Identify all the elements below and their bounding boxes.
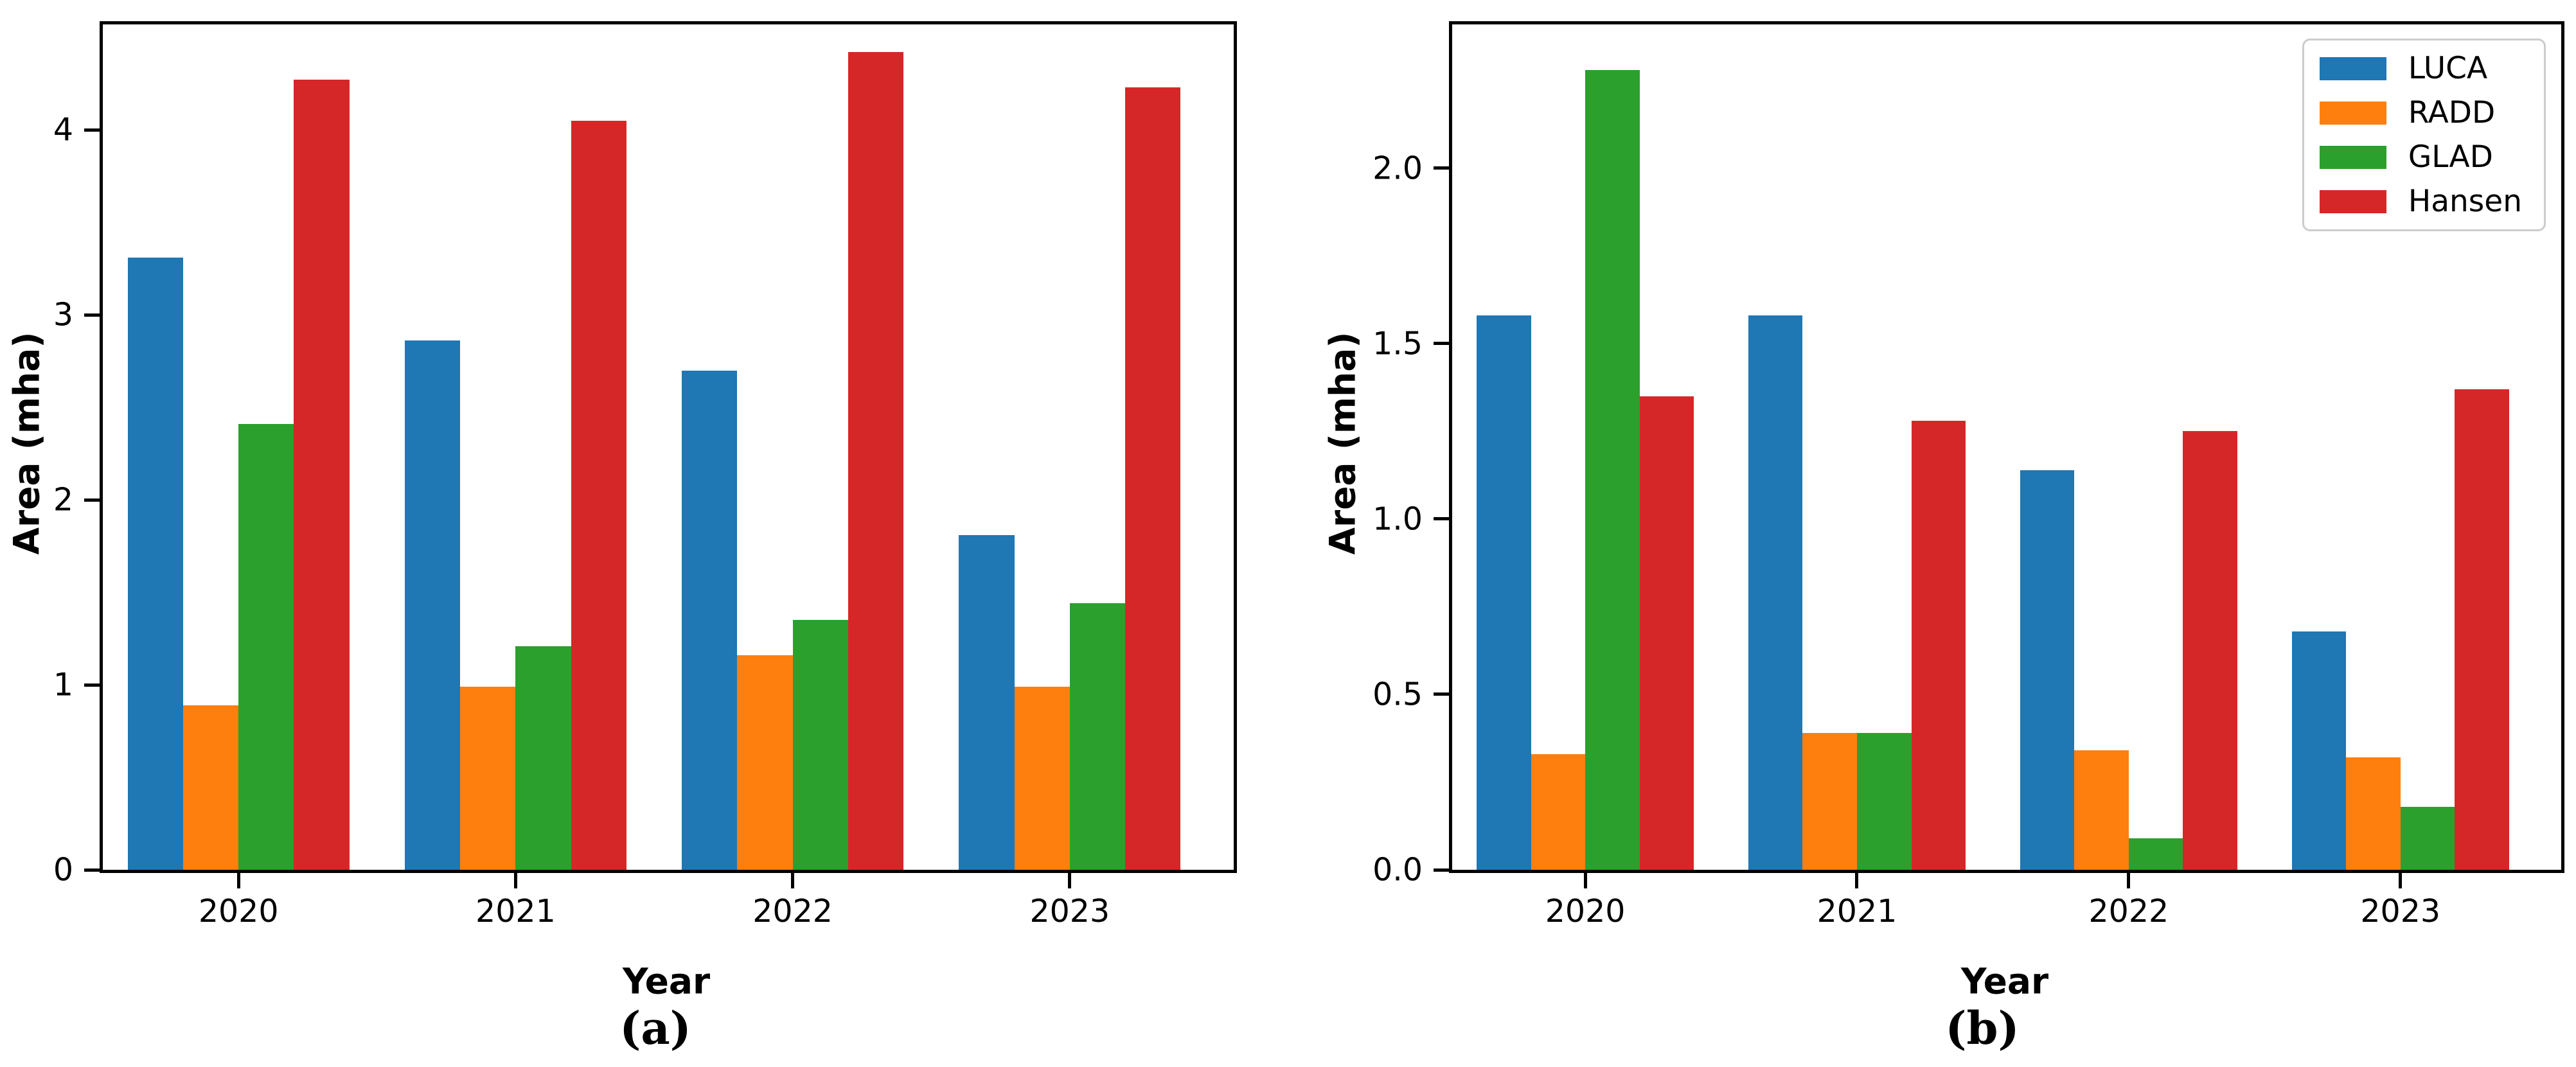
bar-glad-2020 <box>238 424 294 870</box>
y-tick-label: 3 <box>53 296 73 333</box>
bar-glad-2020 <box>1585 70 1640 870</box>
bar-luca-2020 <box>127 257 183 870</box>
x-tick-mark <box>1583 873 1587 888</box>
y-tick-mark <box>1434 868 1449 872</box>
bar-glad-2021 <box>515 646 571 870</box>
bar-radd-2023 <box>2346 757 2401 870</box>
plot-area-b: 0.0 0.5 1.0 1.5 2.0 2020 2021 2022 2023 LUCA RADD G… <box>1372 21 2564 927</box>
legend: LUCA RADD GLAD Hansen <box>2302 39 2546 231</box>
caption-a: (a) <box>619 1001 691 1055</box>
legend-label-luca: LUCA <box>2408 51 2488 86</box>
bar-luca-2022 <box>2020 470 2075 870</box>
y-tick-label: 1.5 <box>1372 325 1423 362</box>
y-tick-mark <box>1434 517 1449 521</box>
plot-area-a: 0 1 2 3 4 2020 2021 2022 2023 <box>53 21 1237 927</box>
y-tick-label: 4 <box>53 111 73 148</box>
y-tick-mark <box>1434 342 1449 346</box>
bar-radd-2021 <box>1802 733 1857 870</box>
y-tick-mark <box>84 498 100 502</box>
bar-radd-2023 <box>1014 686 1070 870</box>
bar-luca-2021 <box>404 340 461 870</box>
bar-hansen-2023 <box>1125 87 1181 870</box>
y-tick-mark <box>84 683 100 687</box>
x-tick-label: 2021 <box>475 893 556 930</box>
y-tick-mark <box>84 868 100 872</box>
y-tick-label: 0 <box>53 851 73 888</box>
y-tick-mark <box>1434 692 1449 696</box>
x-tick-mark <box>1068 873 1072 888</box>
legend-row-luca: LUCA <box>2319 51 2522 86</box>
y-axis-label-b: Area (mha) <box>1322 331 1364 555</box>
x-tick-mark <box>236 873 240 888</box>
bar-radd-2022 <box>737 655 793 870</box>
y-tick-label: 2 <box>53 481 73 518</box>
x-tick-label: 2020 <box>1545 893 1626 930</box>
caption-b: (b) <box>1945 1001 2020 1055</box>
x-tick-mark <box>2127 873 2131 888</box>
y-tick-label: 0.0 <box>1372 851 1423 888</box>
legend-row-glad: GLAD <box>2319 139 2522 175</box>
bar-hansen-2023 <box>2455 389 2509 870</box>
legend-swatch-glad <box>2319 145 2386 169</box>
x-axis-label-a: Year <box>622 960 711 1002</box>
bar-radd-2022 <box>2074 750 2129 870</box>
bar-glad-2023 <box>1069 603 1126 870</box>
x-tick-label: 2023 <box>2360 893 2441 930</box>
x-tick-mark <box>791 873 795 888</box>
y-axis-label-a: Area (mha) <box>6 331 48 555</box>
bar-hansen-2021 <box>1911 421 1966 870</box>
y-tick-label: 2.0 <box>1372 150 1423 187</box>
legend-swatch-radd <box>2319 101 2386 125</box>
bar-hansen-2020 <box>294 80 350 870</box>
y-tick-mark <box>1434 166 1449 170</box>
bar-luca-2022 <box>682 370 738 870</box>
legend-row-hansen: Hansen <box>2319 184 2522 219</box>
legend-swatch-luca <box>2319 57 2386 80</box>
y-tick-label: 0.5 <box>1372 676 1423 713</box>
x-tick-label: 2022 <box>752 893 833 930</box>
x-axis-label-b: Year <box>1960 960 2049 1002</box>
legend-label-glad: GLAD <box>2408 139 2493 175</box>
x-tick-label: 2022 <box>2088 893 2169 930</box>
x-tick-label: 2021 <box>1817 893 1897 930</box>
y-tick-mark <box>84 128 100 132</box>
legend-row-radd: RADD <box>2319 95 2522 130</box>
bar-hansen-2021 <box>571 120 626 870</box>
legend-label-radd: RADD <box>2408 95 2496 130</box>
y-tick-label: 1.0 <box>1372 500 1423 538</box>
y-tick-mark <box>84 313 100 317</box>
bar-glad-2022 <box>2128 838 2183 870</box>
bar-hansen-2020 <box>1639 396 1694 870</box>
bar-glad-2023 <box>2400 806 2455 870</box>
bar-luca-2023 <box>959 534 1015 870</box>
x-tick-label: 2023 <box>1029 893 1110 930</box>
bar-radd-2020 <box>182 705 239 870</box>
bar-radd-2021 <box>460 686 516 870</box>
bar-luca-2020 <box>1476 315 1531 870</box>
legend-swatch-hansen <box>2319 190 2386 213</box>
x-tick-mark <box>1855 873 1859 888</box>
bar-glad-2021 <box>1856 733 1912 870</box>
y-tick-label: 1 <box>53 666 73 703</box>
x-tick-label: 2020 <box>198 893 279 930</box>
bar-luca-2021 <box>1748 315 1803 870</box>
bar-luca-2023 <box>2291 631 2347 870</box>
bar-hansen-2022 <box>2183 431 2237 870</box>
bar-radd-2020 <box>1531 754 1586 870</box>
bar-hansen-2022 <box>848 52 904 870</box>
legend-label-hansen: Hansen <box>2408 184 2522 219</box>
x-tick-mark <box>513 873 517 888</box>
x-tick-mark <box>2399 873 2403 888</box>
bar-glad-2022 <box>792 620 848 870</box>
